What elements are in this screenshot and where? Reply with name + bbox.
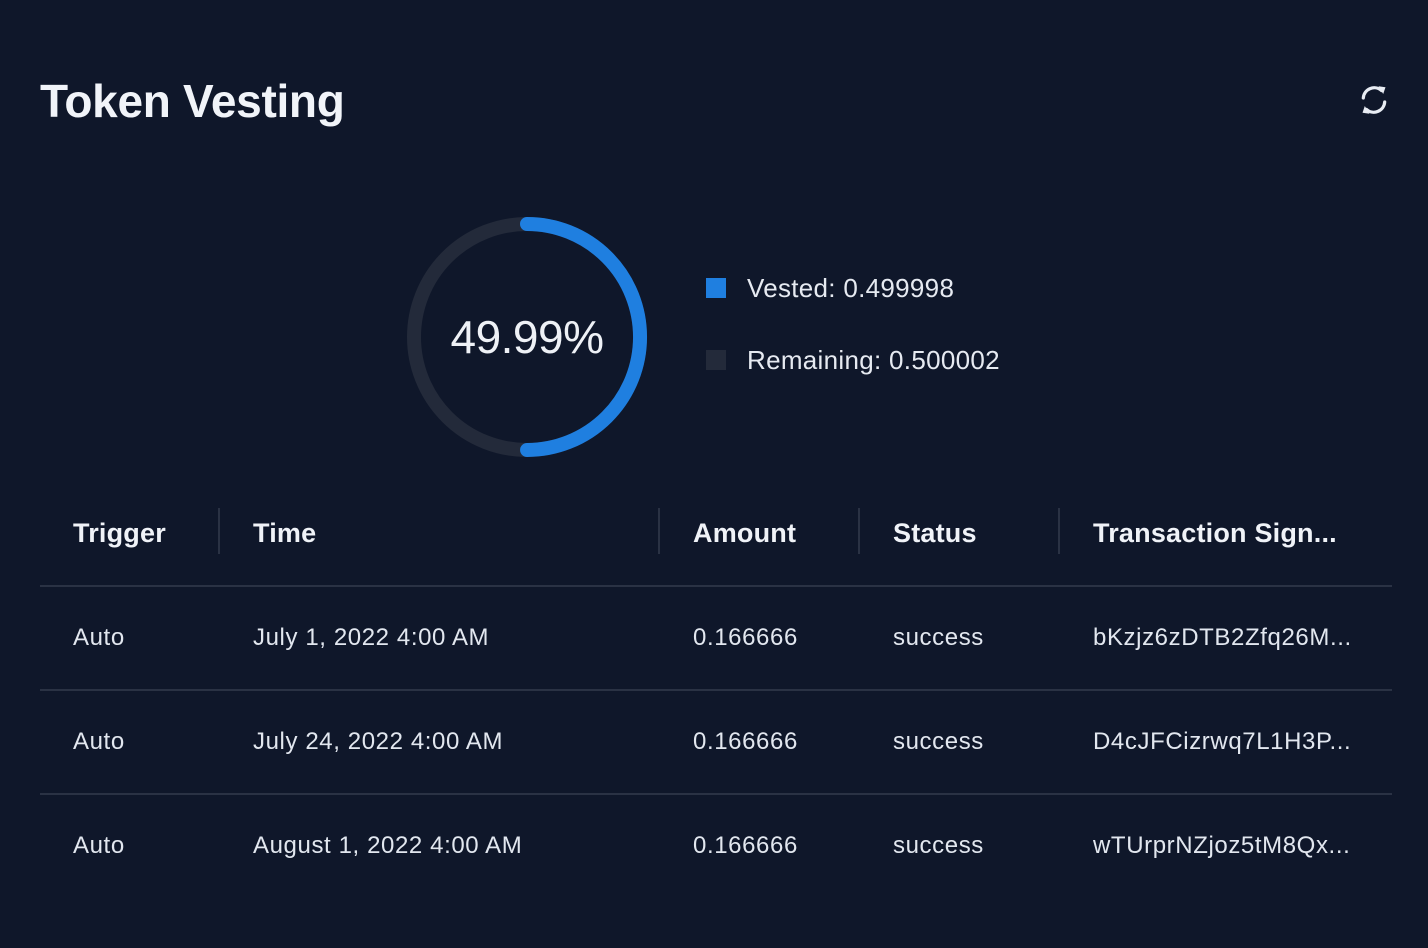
table-header-row: Trigger Time Amount Status Transaction S… xyxy=(40,482,1392,587)
cell-time: August 1, 2022 4:00 AM xyxy=(253,832,523,859)
cell-trigger: Auto xyxy=(73,624,125,651)
cell-transaction-signature[interactable]: D4cJFCizrwq7L1H3P... xyxy=(1093,728,1352,755)
donut-legend: Vested: 0.499998 Remaining: 0.500002 xyxy=(706,268,1000,412)
table-row: Auto August 1, 2022 4:00 AM 0.166666 suc… xyxy=(40,795,1392,897)
column-separator xyxy=(658,508,660,554)
cell-time: July 1, 2022 4:00 AM xyxy=(253,624,490,651)
column-header-trigger[interactable]: Trigger xyxy=(73,518,166,548)
column-separator xyxy=(1058,508,1060,554)
cell-transaction-signature[interactable]: wTUrprNZjoz5tM8Qx... xyxy=(1093,832,1351,859)
cell-status: success xyxy=(893,624,984,651)
legend-item-vested: Vested: 0.499998 xyxy=(706,268,1000,308)
cell-trigger: Auto xyxy=(73,832,125,859)
donut-vested-arc xyxy=(520,217,647,457)
legend-label-vested: Vested: 0.499998 xyxy=(747,272,955,303)
refresh-icon xyxy=(1359,83,1389,120)
column-header-amount[interactable]: Amount xyxy=(693,518,797,548)
vesting-donut-chart: 49.99% xyxy=(404,214,650,460)
cell-trigger: Auto xyxy=(73,728,125,755)
vesting-transactions-table: Trigger Time Amount Status Transaction S… xyxy=(40,482,1392,897)
column-separator xyxy=(858,508,860,554)
column-header-transaction-signature[interactable]: Transaction Sign... xyxy=(1093,518,1337,548)
cell-status: success xyxy=(893,728,984,755)
cell-amount: 0.166666 xyxy=(693,728,798,755)
column-separator xyxy=(218,508,220,554)
column-header-time[interactable]: Time xyxy=(253,518,317,548)
cell-amount: 0.166666 xyxy=(693,624,798,651)
legend-item-remaining: Remaining: 0.500002 xyxy=(706,340,1000,380)
table-row: Auto July 1, 2022 4:00 AM 0.166666 succe… xyxy=(40,587,1392,691)
cell-status: success xyxy=(893,832,984,859)
vesting-summary: 49.99% Vested: 0.499998 Remaining: 0.500… xyxy=(404,214,1084,460)
cell-amount: 0.166666 xyxy=(693,832,798,859)
cell-transaction-signature[interactable]: bKzjz6zDTB2Zfq26M... xyxy=(1093,624,1352,651)
legend-swatch-remaining xyxy=(706,350,726,370)
cell-time: July 24, 2022 4:00 AM xyxy=(253,728,504,755)
refresh-button[interactable] xyxy=(1356,83,1392,119)
legend-label-remaining: Remaining: 0.500002 xyxy=(747,344,1000,375)
vested-percent-label: 49.99% xyxy=(450,311,604,363)
table-row: Auto July 24, 2022 4:00 AM 0.166666 succ… xyxy=(40,691,1392,795)
page-title: Token Vesting xyxy=(40,75,345,127)
legend-swatch-vested xyxy=(706,278,726,298)
column-header-status[interactable]: Status xyxy=(893,518,977,548)
